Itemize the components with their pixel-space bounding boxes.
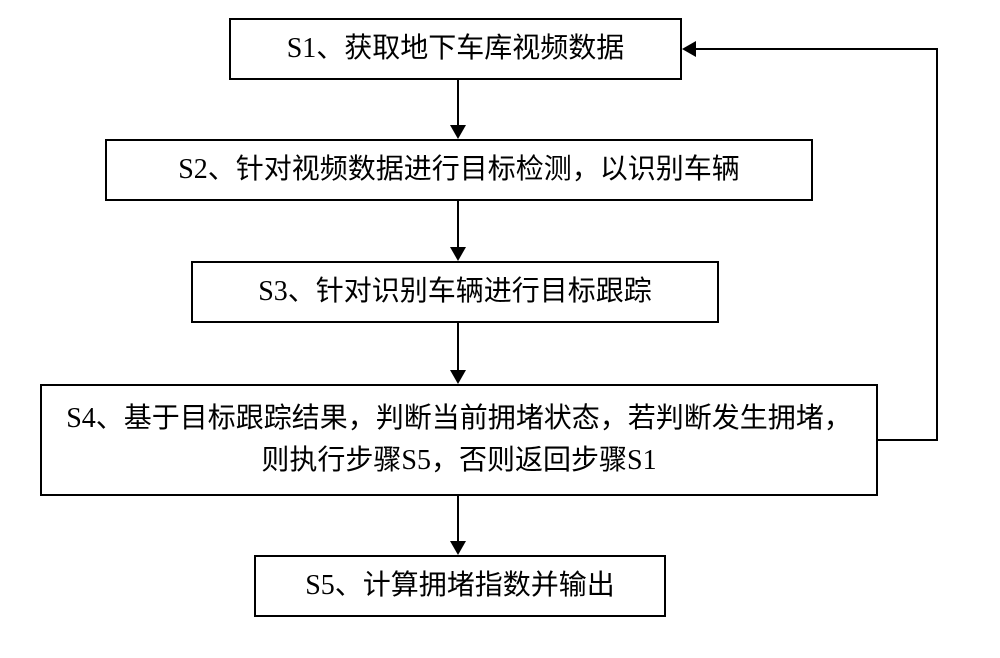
node-s5-label: S5、计算拥堵指数并输出 [305, 565, 615, 607]
edge-s4-s5-head [450, 541, 466, 555]
node-s2: S2、针对视频数据进行目标检测，以识别车辆 [105, 139, 813, 201]
edge-feedback-head [682, 41, 696, 57]
edge-feedback-h1 [878, 439, 938, 441]
edge-s2-s3-line [457, 201, 459, 248]
edge-s3-s4-head [450, 370, 466, 384]
node-s3: S3、针对识别车辆进行目标跟踪 [191, 261, 719, 323]
edge-feedback-h2 [695, 48, 938, 50]
edge-feedback-v [936, 48, 938, 441]
node-s1-label: S1、获取地下车库视频数据 [287, 28, 625, 70]
node-s4-label: S4、基于目标跟踪结果，判断当前拥堵状态，若判断发生拥堵，则执行步骤S5，否则返… [62, 398, 856, 482]
edge-s2-s3-head [450, 247, 466, 261]
node-s5: S5、计算拥堵指数并输出 [254, 555, 666, 617]
flowchart-container: S1、获取地下车库视频数据 S2、针对视频数据进行目标检测，以识别车辆 S3、针… [0, 0, 1000, 658]
node-s1: S1、获取地下车库视频数据 [229, 18, 682, 80]
node-s2-label: S2、针对视频数据进行目标检测，以识别车辆 [178, 149, 740, 191]
node-s4: S4、基于目标跟踪结果，判断当前拥堵状态，若判断发生拥堵，则执行步骤S5，否则返… [40, 384, 878, 496]
edge-s4-s5-line [457, 496, 459, 542]
edge-s1-s2-line [457, 80, 459, 126]
node-s3-label: S3、针对识别车辆进行目标跟踪 [258, 271, 652, 313]
edge-s3-s4-line [457, 323, 459, 371]
edge-s1-s2-head [450, 125, 466, 139]
